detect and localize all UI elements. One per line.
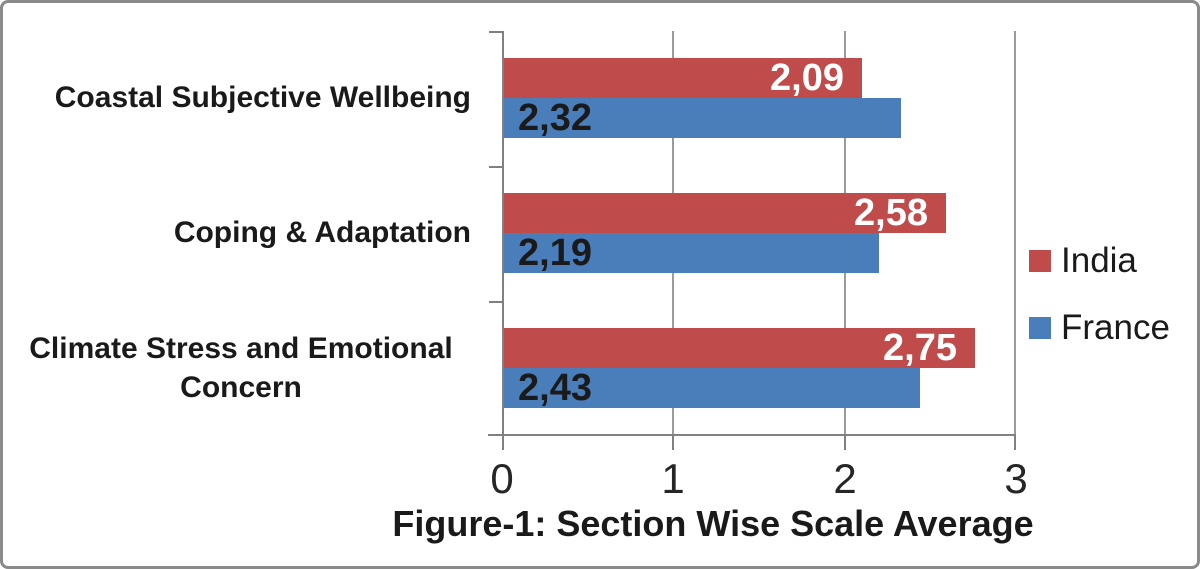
x-tick-label-0: 0	[490, 455, 514, 502]
legend-item-india: India	[1029, 243, 1170, 278]
category-tick	[489, 166, 502, 168]
category-label-climate-stress-emotional-concern: Climate Stress and Emotional Concern	[29, 332, 453, 404]
x-tick-2	[844, 436, 846, 450]
bar-france-coastal-wellbeing: 2,32	[504, 98, 901, 138]
category-tick	[489, 31, 502, 33]
chart-title: Figure-1: Section Wise Scale Average	[392, 503, 1034, 544]
bar-india-coping-adaptation: 2,58	[504, 193, 946, 233]
y-axis-line	[502, 31, 504, 436]
x-tick-3	[1014, 436, 1016, 450]
x-axis-line	[488, 434, 1016, 436]
bar-france-climate-stress: 2,43	[504, 368, 920, 408]
category-tick	[489, 434, 502, 436]
bar-india-climate-stress: 2,75	[504, 328, 975, 368]
x-tick-0	[502, 436, 504, 450]
gridline-3	[1014, 31, 1016, 436]
data-label: 2,19	[518, 232, 592, 274]
x-tick-label-3: 3	[1004, 455, 1028, 502]
legend-swatch-france	[1029, 316, 1051, 339]
bar-india-coastal-wellbeing: 2,09	[504, 58, 862, 98]
data-label: 2,58	[854, 192, 928, 234]
legend-swatch-india	[1029, 249, 1051, 272]
data-label: 2,43	[518, 367, 592, 409]
x-tick-1	[672, 436, 674, 450]
category-tick	[489, 301, 502, 303]
legend-label-france: France	[1061, 308, 1170, 347]
data-label: 2,75	[883, 327, 957, 369]
data-label: 2,32	[518, 97, 592, 139]
x-tick-label-2: 2	[833, 455, 857, 502]
legend-item-france: France	[1029, 310, 1170, 345]
bar-france-coping-adaptation: 2,19	[504, 233, 879, 273]
plot-area: 2,09 2,32 2,58 2,19 2,75 2,43	[488, 31, 1016, 450]
category-label-coastal-subjective-wellbeing: Coastal Subjective Wellbeing	[54, 81, 471, 115]
legend-label-india: India	[1061, 241, 1137, 280]
x-tick-label-1: 1	[661, 455, 685, 502]
category-label-coping-adaptation: Coping & Adaptation	[173, 216, 471, 250]
data-label: 2,09	[770, 57, 844, 99]
legend: India France	[1029, 243, 1170, 377]
